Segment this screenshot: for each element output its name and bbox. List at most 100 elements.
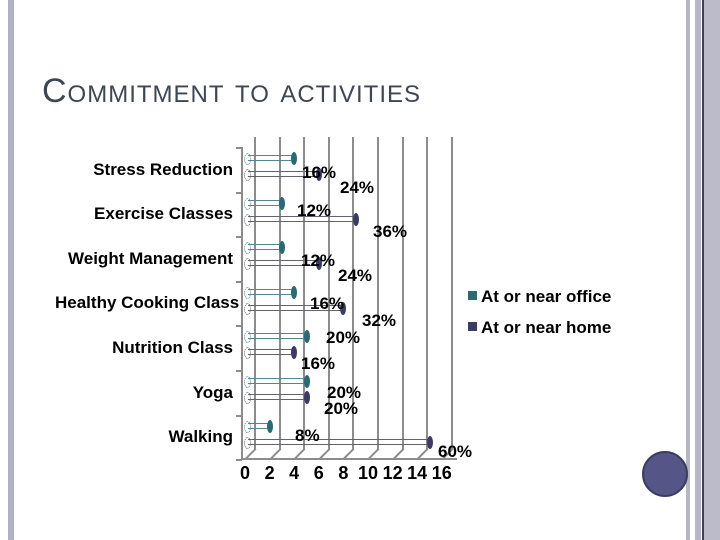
- bar-edge-bottom: [248, 383, 306, 384]
- y-axis: [241, 147, 243, 460]
- bar-start-cap-icon: [244, 286, 251, 299]
- gridline: [426, 137, 429, 450]
- bar-edge-top: [248, 155, 294, 156]
- legend-item-office: At or near office: [468, 287, 611, 318]
- right-dark-line: [702, 0, 704, 540]
- bar-edge-bottom: [248, 249, 281, 251]
- legend-swatch-office-icon: [468, 291, 477, 300]
- y-axis-tick: [236, 280, 242, 283]
- accent-circle: [642, 451, 688, 497]
- right-stripe-a: [686, 0, 690, 540]
- y-axis-tick: [236, 191, 242, 194]
- bar-end-cap-icon: [278, 241, 285, 255]
- bar-start-cap-icon: [244, 331, 251, 344]
- bar-end-cap-icon: [291, 346, 298, 360]
- x-tick-label: 10: [357, 463, 379, 483]
- bar-end-cap-icon: [291, 152, 298, 165]
- bar-edge-top: [248, 171, 318, 172]
- data-label: 8%: [295, 426, 320, 445]
- bar-start-cap-icon: [244, 420, 251, 433]
- bar-end-cap-icon: [303, 391, 310, 404]
- data-label: 16%: [301, 354, 336, 373]
- chart-legend: At or near office At or near home: [468, 287, 611, 349]
- bar-start-cap-icon: [244, 213, 251, 226]
- page-title: Commitment to activities: [42, 72, 422, 110]
- bar-start-cap-icon: [244, 242, 251, 255]
- data-label: 24%: [338, 266, 373, 285]
- bar-edge-top: [248, 288, 294, 290]
- y-axis-tick: [236, 370, 242, 372]
- category-label: Nutrition Class: [112, 337, 233, 357]
- data-label: 24%: [340, 178, 375, 197]
- bar-start-cap-icon: [244, 302, 251, 315]
- left-edge-stripe: [8, 0, 14, 540]
- x-tick-label: 0: [239, 463, 250, 483]
- bar-edge-bottom: [248, 443, 429, 445]
- category-label: Healthy Cooking Class: [55, 293, 240, 313]
- y-axis-tick: [236, 325, 242, 328]
- x-tick-label: 6: [313, 463, 324, 483]
- bar-edge-bottom: [248, 293, 294, 295]
- bar-end-cap-icon: [266, 419, 273, 433]
- bar-edge-top: [248, 215, 355, 217]
- legend-swatch-home-icon: [468, 322, 477, 331]
- bar-end-cap-icon: [315, 168, 322, 181]
- data-label: 12%: [301, 251, 336, 270]
- gridline: [450, 137, 453, 450]
- legend-label-home: At or near home: [481, 318, 612, 337]
- x-tick-label: 4: [289, 463, 300, 483]
- bar-edge-bottom: [248, 176, 318, 177]
- legend-item-home: At or near home: [468, 318, 611, 349]
- category-label: Stress Reduction: [93, 159, 233, 179]
- data-label: 16%: [302, 163, 337, 182]
- x-tick-label: 2: [264, 463, 275, 483]
- data-label: 12%: [297, 201, 332, 220]
- x-axis: [241, 458, 457, 460]
- bar-edge-bottom: [248, 265, 318, 267]
- bar-edge-top: [248, 438, 429, 440]
- data-label: 60%: [438, 442, 473, 461]
- bar-end-cap-icon: [426, 435, 433, 449]
- bar-edge-bottom: [248, 160, 294, 161]
- gridline: [401, 137, 404, 450]
- bar-end-cap-icon: [315, 257, 322, 271]
- y-axis-tick: [236, 459, 242, 462]
- right-stripe-b: [695, 0, 701, 540]
- bar-edge-top: [248, 199, 281, 201]
- bar-start-cap-icon: [244, 197, 251, 210]
- bar-edge-top: [248, 333, 306, 335]
- data-label: 20%: [324, 399, 359, 418]
- bar-edge-bottom: [248, 354, 294, 356]
- bar-start-cap-icon: [244, 376, 251, 388]
- bar-edge-top: [248, 378, 306, 379]
- bar-start-cap-icon: [244, 169, 251, 181]
- bar-edge-top: [248, 304, 343, 306]
- bar-edge-bottom: [248, 204, 281, 206]
- bar-end-cap-icon: [352, 212, 359, 226]
- bar-edge-bottom: [248, 309, 343, 311]
- data-label: 20%: [327, 383, 362, 402]
- gridline: [278, 137, 281, 450]
- data-label: 32%: [362, 311, 397, 330]
- bar-start-cap-icon: [244, 392, 251, 404]
- bar-end-cap-icon: [303, 330, 310, 344]
- gridline: [254, 137, 256, 450]
- y-axis-tick: [236, 236, 242, 239]
- legend-label-office: At or near office: [481, 287, 612, 306]
- data-label: 36%: [373, 222, 408, 241]
- data-label: 20%: [326, 328, 361, 347]
- bar-edge-top: [248, 260, 318, 262]
- x-tick-label: 16: [431, 463, 452, 483]
- bar-edge-top: [248, 422, 269, 424]
- x-tick-label: 14: [407, 463, 428, 483]
- category-label: Weight Management: [68, 248, 233, 268]
- gridline: [303, 137, 306, 450]
- x-tick-label: 8: [338, 463, 349, 483]
- right-edge-band: [704, 0, 720, 540]
- bar-end-cap-icon: [291, 285, 298, 299]
- bar-end-cap-icon: [340, 301, 347, 315]
- bar-start-cap-icon: [244, 347, 251, 360]
- bar-edge-bottom: [248, 338, 306, 340]
